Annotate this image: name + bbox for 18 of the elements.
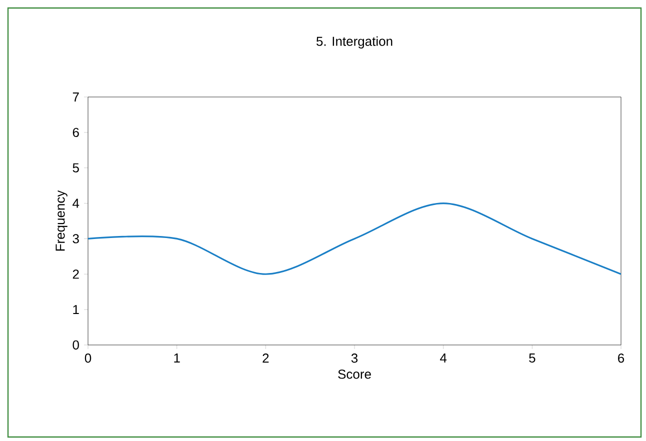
x-tick-label: 4 xyxy=(440,354,447,362)
x-tick-label: 3 xyxy=(351,354,358,363)
y-tick-label: 1 xyxy=(73,305,79,314)
chart-title: 5. Intergation xyxy=(316,36,392,48)
y-tick-label: 0 xyxy=(72,340,79,350)
y-tick-label: 6 xyxy=(72,128,79,138)
x-tick-label: 0 xyxy=(84,354,92,363)
y-tick-label: 3 xyxy=(72,234,79,244)
y-tick-label: 5 xyxy=(72,163,79,172)
x-tick-label: 2 xyxy=(262,354,269,363)
x-tick-label: 1 xyxy=(174,354,180,362)
x-tick-label: 6 xyxy=(618,354,624,363)
y-axis-title: Frequency xyxy=(56,190,68,251)
y-tick-label: 2 xyxy=(72,270,79,279)
y-tick-label: 4 xyxy=(72,198,80,208)
x-tick-label: 5 xyxy=(529,354,536,363)
y-tick-label: 7 xyxy=(72,92,79,102)
x-axis-title: Score xyxy=(338,370,371,379)
